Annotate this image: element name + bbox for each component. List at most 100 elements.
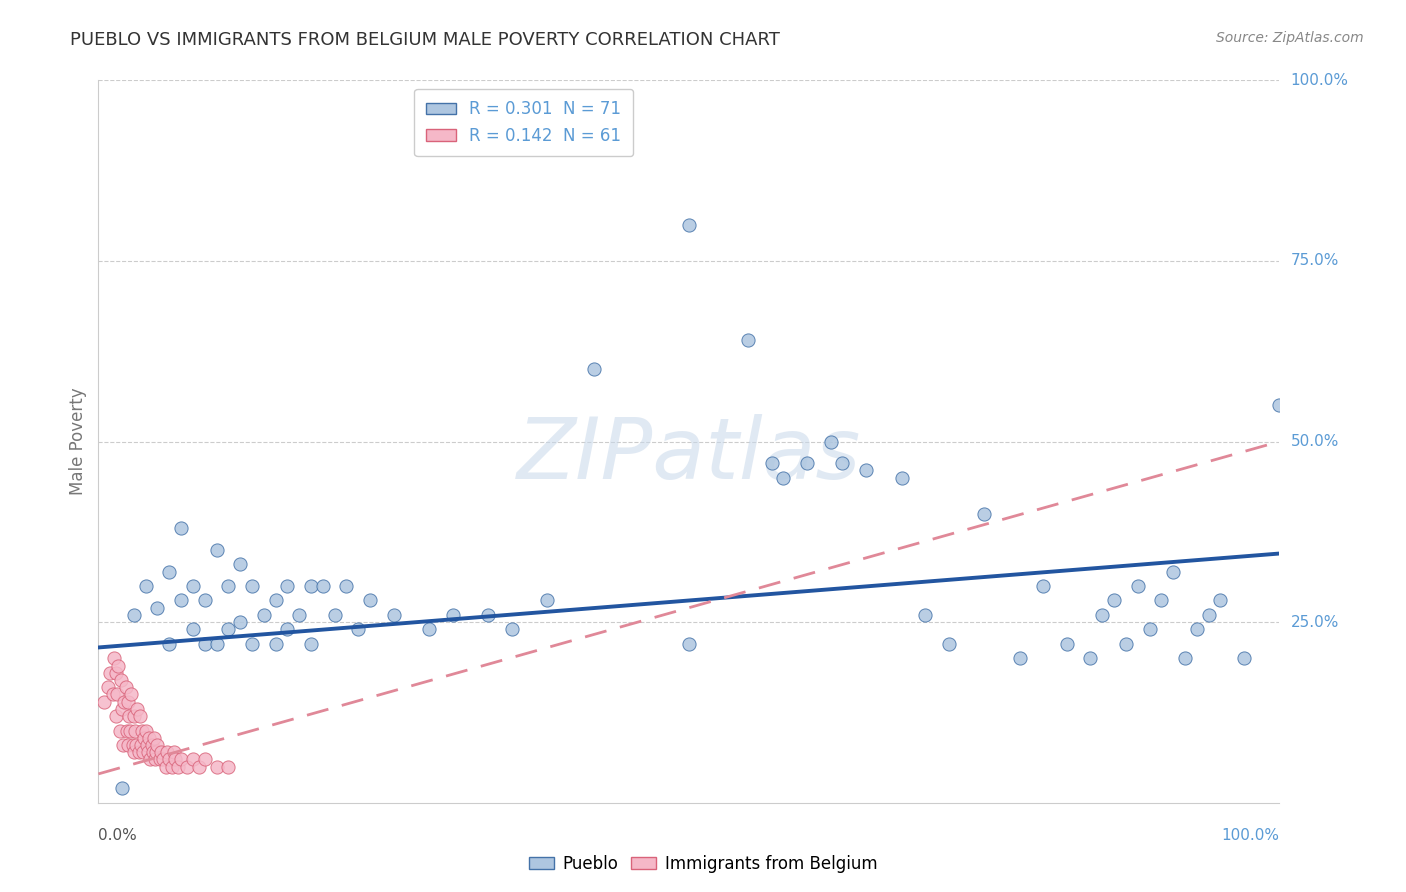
Point [103, 651, 125, 665]
Point [181, 579, 204, 593]
Point [831, 456, 853, 470]
Point [253, 607, 276, 622]
Point [166, 760, 188, 774]
Point [118, 709, 141, 723]
Point [98, 665, 121, 680]
Point [120, 723, 142, 738]
Point [121, 738, 143, 752]
Point [1150, 593, 1173, 607]
Point [134, 731, 156, 745]
Point [264, 593, 287, 607]
Point [276, 623, 298, 637]
Text: 0.0%: 0.0% [98, 828, 138, 843]
Point [772, 470, 794, 484]
Point [229, 558, 252, 572]
Point [152, 752, 174, 766]
Point [477, 607, 499, 622]
Point [111, 781, 134, 796]
Point [583, 362, 606, 376]
Point [1233, 651, 1256, 665]
Point [131, 723, 153, 738]
Point [146, 600, 169, 615]
Point [441, 607, 464, 622]
Point [129, 738, 152, 752]
Point [165, 752, 187, 766]
Point [132, 745, 155, 759]
Point [121, 687, 143, 701]
Point [115, 723, 138, 738]
Point [187, 760, 209, 774]
Point [359, 593, 381, 607]
Point [678, 218, 700, 232]
Point [217, 579, 239, 593]
Point [141, 738, 163, 752]
Y-axis label: Male Poverty: Male Poverty [69, 388, 87, 495]
Point [1032, 579, 1054, 593]
Point [205, 760, 228, 774]
Point [110, 673, 132, 687]
Point [1008, 651, 1031, 665]
Point [128, 709, 150, 723]
Point [382, 607, 405, 622]
Point [181, 752, 204, 766]
Point [761, 456, 783, 470]
Point [114, 680, 136, 694]
Point [217, 760, 239, 774]
Point [150, 745, 173, 759]
Point [97, 680, 120, 694]
Point [914, 607, 936, 622]
Point [145, 745, 167, 759]
Point [160, 760, 183, 774]
Point [229, 615, 252, 630]
Point [973, 507, 995, 521]
Point [112, 738, 135, 752]
Point [347, 623, 370, 637]
Point [146, 738, 169, 752]
Text: 50.0%: 50.0% [1291, 434, 1339, 449]
Point [205, 637, 228, 651]
Point [194, 637, 217, 651]
Point [135, 723, 157, 738]
Point [135, 579, 157, 593]
Text: 25.0%: 25.0% [1291, 615, 1339, 630]
Point [536, 593, 558, 607]
Point [108, 723, 131, 738]
Point [107, 658, 129, 673]
Point [1102, 593, 1125, 607]
Point [157, 752, 180, 766]
Point [176, 760, 198, 774]
Point [890, 470, 912, 484]
Point [125, 738, 148, 752]
Point [678, 637, 700, 651]
Point [157, 637, 180, 651]
Point [1185, 623, 1208, 637]
Point [143, 752, 166, 766]
Point [276, 579, 298, 593]
Point [820, 434, 842, 449]
Point [1209, 593, 1232, 607]
Point [1056, 637, 1078, 651]
Text: Source: ZipAtlas.com: Source: ZipAtlas.com [1216, 31, 1364, 45]
Point [155, 760, 177, 774]
Point [240, 637, 263, 651]
Point [170, 521, 193, 535]
Point [335, 579, 357, 593]
Point [149, 752, 172, 766]
Point [1080, 651, 1102, 665]
Text: 100.0%: 100.0% [1222, 828, 1279, 843]
Point [122, 709, 145, 723]
Point [796, 456, 818, 470]
Point [101, 687, 124, 701]
Point [156, 745, 179, 759]
Point [312, 579, 335, 593]
Point [170, 593, 193, 607]
Point [418, 623, 440, 637]
Point [299, 637, 322, 651]
Point [205, 542, 228, 557]
Point [1139, 623, 1161, 637]
Point [122, 607, 145, 622]
Point [1268, 398, 1291, 412]
Point [194, 593, 217, 607]
Point [181, 623, 204, 637]
Point [1115, 637, 1137, 651]
